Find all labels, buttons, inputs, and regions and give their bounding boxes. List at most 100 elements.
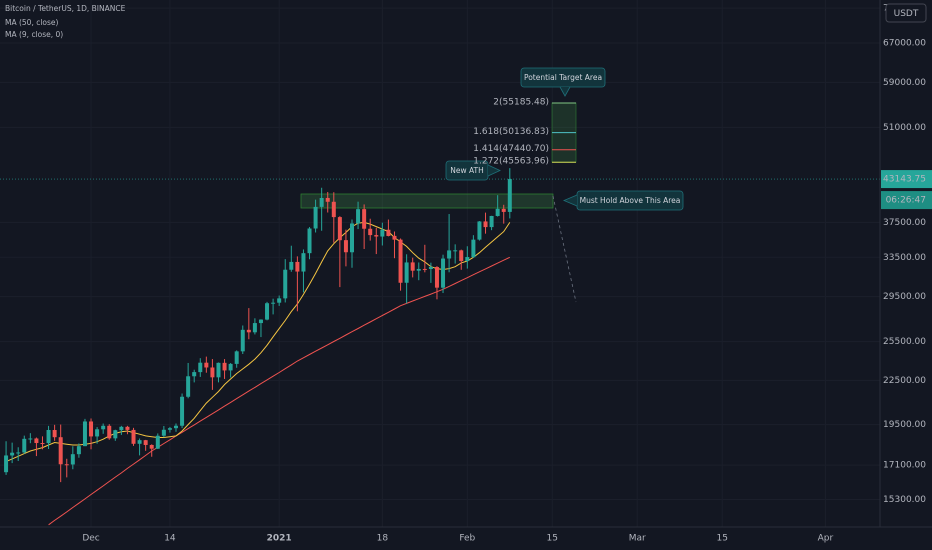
candle-body (265, 303, 270, 320)
countdown-label: 06:26:47 (886, 196, 926, 206)
candle-body (89, 421, 94, 437)
candle-body (46, 430, 51, 444)
currency-label[interactable]: USDT (894, 9, 919, 19)
candle-body (507, 179, 512, 212)
candle-body (319, 197, 324, 207)
candle-body (368, 228, 373, 236)
candle-body (34, 438, 39, 444)
candle-body (40, 443, 45, 445)
candle-body (155, 435, 160, 449)
candle-body (404, 262, 409, 283)
candle-body (240, 329, 245, 352)
grid (0, 0, 880, 527)
candle-body (180, 396, 185, 426)
candle-body (125, 426, 130, 430)
candle-body (362, 209, 367, 229)
x-tick-label: Apr (818, 534, 834, 544)
callout-pointer (562, 194, 578, 207)
candle-body (428, 266, 433, 270)
candle-body (434, 266, 439, 288)
candle-body (107, 425, 112, 439)
candle-body (246, 329, 251, 333)
y-tick-label: 22500.00 (883, 376, 926, 386)
candle-body (283, 269, 288, 299)
candle-body (28, 438, 33, 440)
candle-body (210, 367, 215, 378)
candle-body (398, 239, 403, 283)
fib-label: 1.618(50136.83) (473, 127, 549, 137)
candle-body (143, 440, 148, 445)
candle-body (386, 229, 391, 236)
candle-body (325, 197, 330, 202)
candle-body (489, 215, 494, 228)
candle-body (258, 319, 263, 324)
y-tick-label: 37500.00 (883, 218, 926, 228)
x-tick-label: Dec (82, 534, 99, 544)
candle-body (416, 268, 421, 271)
candle-body (216, 362, 221, 378)
projection-line (552, 195, 577, 303)
candle-body (447, 250, 452, 259)
candle-body (76, 446, 81, 455)
y-tick-label: 19500.00 (883, 420, 926, 430)
candle-body (441, 258, 446, 288)
callout-pointer (559, 86, 571, 97)
candle-body (453, 250, 458, 252)
candle-body (234, 351, 239, 364)
x-tick-label: 15 (547, 534, 558, 544)
candle-body (113, 430, 118, 439)
candle-body (380, 229, 385, 237)
candle-body (495, 208, 500, 216)
callout-hold: Must Hold Above This Area (562, 190, 684, 211)
candle-body (137, 440, 142, 444)
callout-text: Potential Target Area (524, 73, 602, 82)
candle-body (16, 452, 21, 454)
candle-body (477, 221, 482, 240)
last-price-box (881, 170, 932, 189)
candle-body (228, 363, 233, 371)
y-tick-label: 17100.00 (883, 461, 926, 471)
candle-body (410, 262, 415, 271)
x-tick-label: 2021 (267, 534, 292, 544)
candle-body (204, 362, 209, 368)
x-tick-label: 14 (164, 534, 176, 544)
candle-body (501, 208, 506, 212)
candle-body (374, 235, 379, 237)
candle-body (174, 425, 178, 429)
candle-body (350, 223, 354, 253)
candle-body (337, 217, 342, 241)
y-tick-label: 25500.00 (883, 337, 926, 347)
candle-body (465, 257, 470, 262)
candle-body (343, 240, 348, 253)
candle-body (307, 228, 312, 254)
callout-text: Must Hold Above This Area (580, 196, 681, 205)
candle-body (471, 239, 476, 258)
candle-body (58, 437, 63, 465)
candle-body (52, 430, 57, 438)
candle-body (295, 261, 300, 272)
currency-box (885, 3, 927, 23)
indicator-legend: MA (9, close, 0) (5, 30, 63, 39)
candle-body (131, 429, 136, 444)
ma-line (5, 221, 511, 463)
y-tick-label: 51000.00 (883, 123, 926, 133)
candle-body (277, 298, 282, 303)
candle-body (331, 201, 336, 218)
y-tick-label: 29500.00 (883, 292, 926, 302)
candle-body (313, 206, 318, 229)
candle-body (64, 464, 69, 466)
x-tick-label: 18 (377, 534, 389, 544)
callout-text: New ATH (450, 166, 484, 175)
ma-line (48, 256, 511, 526)
y-tick-label: 67000.00 (883, 39, 926, 49)
candle-body (82, 421, 87, 447)
candle-body (101, 425, 106, 430)
symbol-title: Bitcoin / TetherUS, 1D, BINANCE (5, 4, 126, 13)
fib-label: 1.272(45563.96) (473, 157, 549, 167)
candle-body (271, 302, 276, 304)
candle-body (192, 372, 197, 377)
candle-body (70, 454, 75, 465)
candle-body (167, 428, 172, 430)
candle-body (483, 221, 488, 228)
